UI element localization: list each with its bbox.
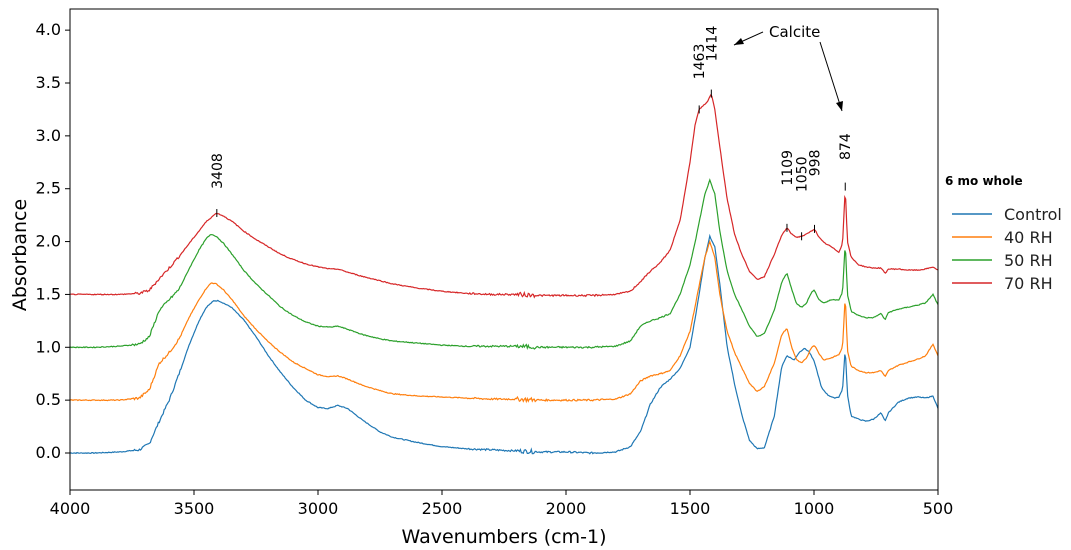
y-tick-label: 0.0 (36, 443, 61, 462)
calcite-arrowhead-1 (734, 38, 744, 45)
y-tick-label: 3.5 (36, 73, 61, 92)
peak-label-998: 998 (807, 150, 823, 177)
legend-label: 70 RH (1004, 274, 1053, 293)
series-line-control (70, 236, 938, 454)
peak-label-874: 874 (838, 133, 854, 160)
peak-label-1109: 1109 (780, 150, 796, 186)
calcite-arrow-2 (820, 42, 842, 111)
x-tick-label: 1500 (670, 499, 711, 518)
series-line-70-rh (70, 95, 938, 297)
legend-label: 50 RH (1004, 251, 1053, 270)
y-tick-label: 2.0 (36, 232, 61, 251)
y-tick-label: 2.5 (36, 179, 61, 198)
calcite-annotation: Calcite (734, 23, 843, 111)
legend-items: Control 40 RH 50 RH 70 RH (952, 205, 1062, 293)
series-line-50-rh (70, 180, 938, 349)
x-axis-ticks: 4000 3500 3000 2500 2000 1500 1000 500 (50, 490, 954, 518)
calcite-label: Calcite (769, 23, 820, 41)
y-axis-ticks: 0.0 0.5 1.0 1.5 2.0 2.5 3.0 3.5 4.0 (36, 20, 70, 462)
legend-label: Control (1004, 205, 1062, 224)
y-axis-title: Absorbance (9, 199, 31, 311)
y-tick-label: 1.0 (36, 337, 61, 356)
series-line-40-rh (70, 242, 938, 402)
calcite-arrowhead-2 (836, 101, 843, 111)
legend-label: 40 RH (1004, 228, 1053, 247)
y-tick-label: 1.5 (36, 284, 61, 303)
legend: 6 mo whole Control 40 RH 50 RH 70 RH (945, 174, 1062, 293)
plot-area-frame (70, 9, 938, 490)
x-tick-label: 2000 (546, 499, 587, 518)
x-tick-label: 2500 (422, 499, 463, 518)
peak-marker-layer (217, 90, 845, 241)
y-tick-label: 0.5 (36, 390, 61, 409)
y-tick-label: 4.0 (36, 20, 61, 39)
y-tick-label: 3.0 (36, 126, 61, 145)
x-tick-label: 1000 (794, 499, 835, 518)
x-axis-title: Wavenumbers (cm-1) (402, 526, 607, 548)
x-tick-label: 4000 (50, 499, 91, 518)
x-tick-label: 500 (923, 499, 954, 518)
peak-label-3408: 3408 (210, 153, 226, 189)
legend-title: 6 mo whole (945, 174, 1023, 188)
series-layer (70, 95, 938, 454)
peak-label-1414: 1414 (704, 26, 720, 62)
x-tick-label: 3500 (174, 499, 215, 518)
x-tick-label: 3000 (298, 499, 339, 518)
